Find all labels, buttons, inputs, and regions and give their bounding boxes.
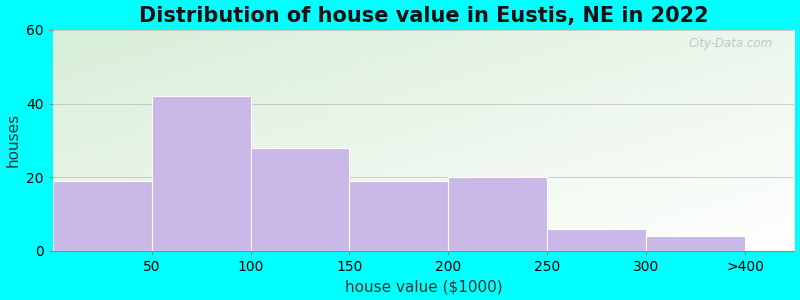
Bar (646, 236, 745, 251)
Y-axis label: houses: houses (6, 113, 21, 167)
X-axis label: house value ($1000): house value ($1000) (345, 279, 502, 294)
Bar (152, 96, 250, 251)
Bar (250, 148, 350, 251)
Bar (547, 229, 646, 251)
Bar (350, 181, 448, 251)
Bar (448, 177, 547, 251)
Text: City-Data.com: City-Data.com (688, 37, 772, 50)
Bar (53, 181, 152, 251)
Title: Distribution of house value in Eustis, NE in 2022: Distribution of house value in Eustis, N… (138, 6, 709, 26)
